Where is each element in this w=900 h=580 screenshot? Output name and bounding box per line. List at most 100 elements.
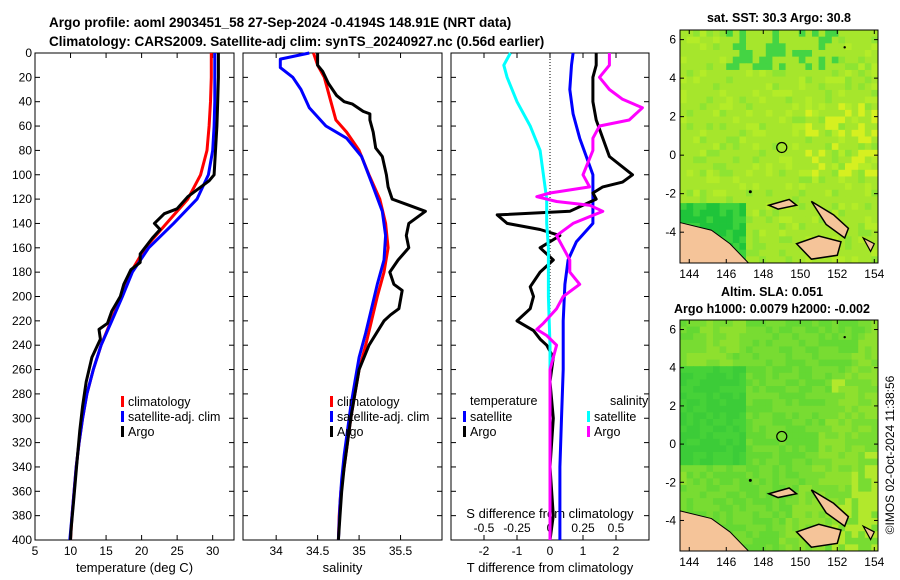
map-cell [831,386,839,393]
map-cell [858,123,866,131]
map-cell [838,129,846,137]
legend-label-sal-argo: Argo [594,425,620,439]
map-cell [746,333,753,341]
map-cell [693,103,701,111]
map-cell [759,183,767,191]
map-cell [851,531,859,539]
map-cell [765,43,773,51]
map-cell [713,30,720,38]
map-cell [719,169,727,177]
map-cell [845,498,852,506]
map-x-tick-label: 154 [864,267,884,281]
map-cell [765,89,773,97]
map-cell [680,353,687,360]
map-cell [706,123,714,131]
map-cell [871,346,879,354]
map-cell [706,432,714,440]
map-cell [706,379,714,387]
map-cell [831,518,839,525]
map-cell [680,96,687,104]
y-tick-label: 240 [12,338,32,352]
map-cell [752,136,760,144]
map-cell [858,425,866,433]
map-cell [851,123,859,131]
map-cell [845,471,852,479]
map-cell [759,96,767,104]
map-cell [719,445,727,453]
map-cell [792,176,800,184]
map-cell [686,405,694,413]
map-cell [732,83,740,91]
map-cell [726,518,734,525]
map-cell [785,163,793,171]
map-cell [693,116,701,124]
map-cell [726,438,734,446]
map-cell [792,76,800,84]
map-cell [680,465,687,473]
map-cell [713,326,720,334]
map-cell [759,56,767,64]
map-cell [693,346,701,354]
map-cell [726,372,734,380]
map-cell [864,511,872,519]
map-cell [838,196,846,204]
map-cell [845,544,852,552]
map-cell [699,392,707,400]
map-cell [746,491,753,499]
map-cell [871,69,879,77]
map-cell [858,109,866,117]
map-cell [765,498,773,506]
map-cell [732,216,740,224]
map-cell [686,69,694,77]
map-cell [719,163,727,171]
map-cell [798,56,806,64]
map-cell [765,116,773,124]
map-cell [818,49,826,58]
map-cell [765,504,773,512]
map-cell [726,392,734,400]
map-cell [765,149,773,157]
map-cell [765,169,773,177]
map-cell [726,169,734,177]
map-cell [864,471,872,479]
map-cell [805,353,813,360]
map-cell [838,43,846,51]
map-cell [805,36,813,44]
y-tick-label: 280 [12,387,32,401]
map-cell [845,123,852,131]
map-cell [765,30,773,38]
map-cell [812,216,819,224]
map-cell [831,320,839,327]
map-cell [785,116,793,124]
map-cell [785,504,793,512]
map-cell [752,445,760,453]
map-cell [693,485,701,492]
map-cell [693,339,701,347]
map-cell [699,465,707,473]
map-cell [726,96,734,104]
map-cell [693,498,701,506]
map-cell [746,169,753,177]
map-cell [699,129,707,137]
map-cell [732,333,740,341]
map-cell [726,445,734,453]
map-cell [871,504,879,512]
map-cell [739,412,747,420]
map-cell [825,478,833,486]
map-cell [851,339,859,347]
map-cell [719,465,727,473]
legend-swatch-climatology [121,396,124,407]
map-cell [838,163,846,171]
map-cell [759,511,767,519]
map-cell [772,537,780,545]
land-new-ireland [810,200,850,240]
map-cell [772,511,780,519]
map-cell [739,96,747,104]
map-cell [858,491,866,499]
map-cell [818,452,826,459]
map-cell [858,136,866,144]
map-cell [726,236,734,244]
map-cell [825,169,833,177]
map-cell [765,359,773,367]
